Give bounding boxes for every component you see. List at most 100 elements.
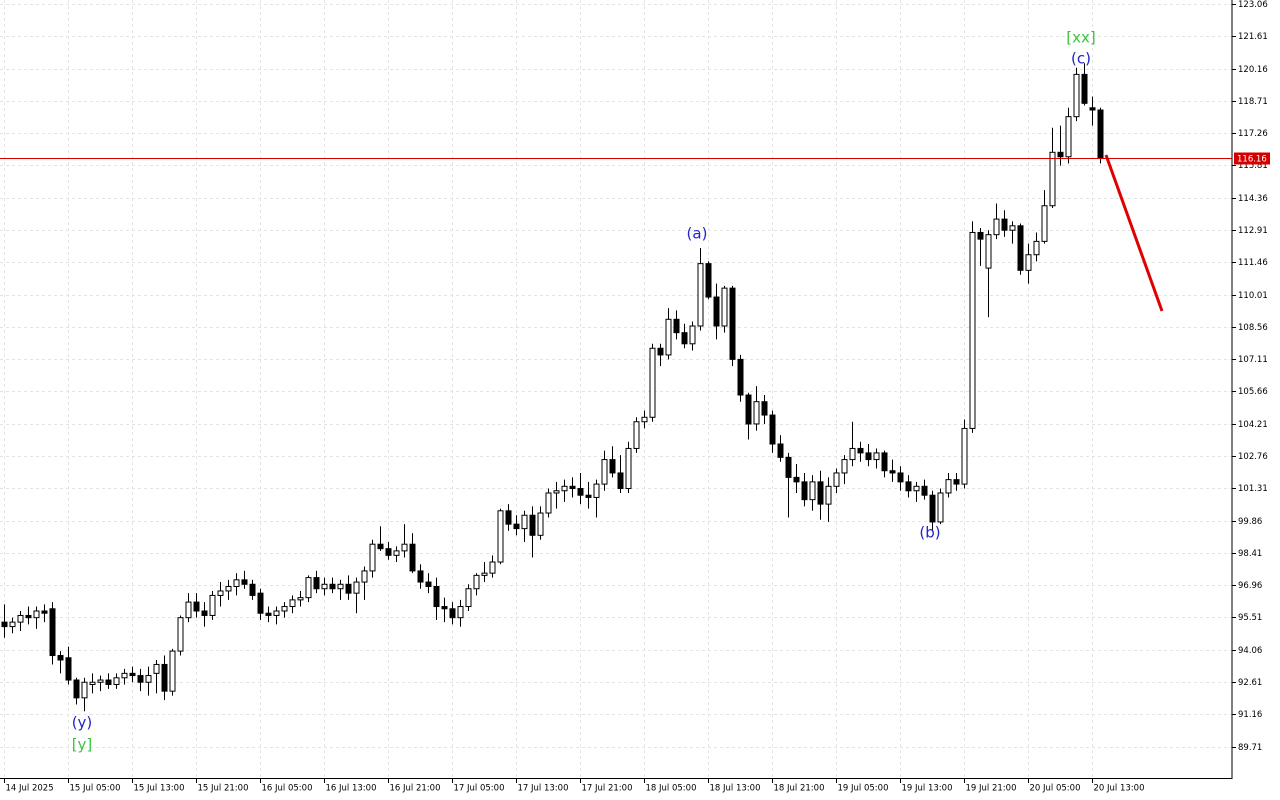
wave-label: (c): [1071, 50, 1091, 68]
candle-body: [697, 263, 704, 327]
candle-body: [409, 543, 416, 572]
candle-body: [121, 672, 128, 679]
candle-body: [473, 574, 480, 590]
candle-body: [81, 681, 88, 699]
candle-body: [297, 597, 304, 601]
x-tick-label: 19 Jul 05:00: [838, 784, 889, 794]
candle-body: [881, 452, 888, 472]
x-tick-label: 16 Jul 13:00: [326, 784, 377, 794]
candle-body: [353, 581, 360, 594]
candle-body: [641, 416, 648, 423]
candle-body: [777, 443, 784, 458]
y-tick-label: 95.51: [1238, 613, 1262, 623]
candle-body: [721, 287, 728, 327]
candle-body: [281, 606, 288, 612]
y-tick-label: 111.46: [1238, 258, 1268, 268]
wave-label: (a): [687, 225, 708, 243]
candle-body: [393, 550, 400, 556]
current-price-box: [1234, 152, 1270, 165]
y-tick-label: 99.86: [1238, 517, 1262, 527]
x-tick-label: 16 Jul 21:00: [390, 784, 441, 794]
candle-body: [481, 572, 488, 576]
candle-body: [929, 494, 936, 523]
x-tick-label: 17 Jul 13:00: [518, 784, 569, 794]
candle-body: [681, 332, 688, 345]
candle-body: [801, 481, 808, 501]
y-tick-label: 107.11: [1238, 355, 1268, 365]
wave-label: [xx]: [1066, 29, 1095, 47]
candle-body: [809, 481, 816, 501]
candle-body: [161, 663, 168, 692]
candle-body: [1025, 254, 1032, 271]
forecast-arrow: [1104, 154, 1164, 312]
y-tick-label: 121.61: [1238, 32, 1268, 42]
candle-body: [577, 488, 584, 496]
candle-body: [9, 621, 16, 628]
candle-body: [1001, 218, 1008, 231]
candle-body: [321, 583, 328, 590]
candle-body: [593, 483, 600, 498]
candle-body: [1017, 225, 1024, 271]
y-tick-label: 91.16: [1238, 710, 1262, 720]
candle-body: [1073, 73, 1080, 118]
candle-body: [1097, 109, 1104, 159]
x-tick-label: 18 Jul 21:00: [774, 784, 825, 794]
candle-body: [137, 675, 144, 683]
candle-body: [209, 594, 216, 616]
candle-body: [169, 650, 176, 692]
candle-body: [841, 459, 848, 474]
candle-body: [561, 485, 568, 492]
y-tick-label: 120.16: [1238, 65, 1268, 75]
candle-body: [889, 470, 896, 474]
candle-body: [617, 472, 624, 490]
candle-body: [745, 394, 752, 425]
candle-body: [737, 358, 744, 396]
candle-body: [17, 614, 24, 623]
candle-body: [865, 452, 872, 461]
candle-body: [449, 608, 456, 619]
candle-body: [489, 561, 496, 574]
wave-label: [y]: [72, 736, 93, 754]
x-tick-label: 20 Jul 13:00: [1094, 784, 1145, 794]
candle-body: [417, 570, 424, 583]
candle-body: [1081, 73, 1088, 104]
candle-body: [985, 234, 992, 269]
candle-body: [177, 617, 184, 652]
candle-body: [521, 514, 528, 530]
candle-body: [225, 586, 232, 592]
candle-body: [49, 608, 56, 657]
candle-body: [249, 583, 256, 596]
candle-body: [545, 492, 552, 514]
candle-body: [1041, 205, 1048, 242]
candle-body: [833, 472, 840, 487]
candle-body: [97, 679, 104, 683]
candle-body: [673, 318, 680, 334]
x-tick-label: 15 Jul 13:00: [134, 784, 185, 794]
candle-body: [657, 347, 664, 356]
candle-body: [633, 421, 640, 449]
candle-body: [233, 579, 240, 588]
candle-body: [185, 601, 192, 619]
candle-body: [785, 456, 792, 478]
x-tick-label: 19 Jul 13:00: [902, 784, 953, 794]
candle-body: [969, 231, 976, 429]
x-tick-label: 19 Jul 21:00: [966, 784, 1017, 794]
y-tick-label: 94.06: [1238, 646, 1262, 656]
candle-body: [977, 231, 984, 240]
candle-body: [1033, 240, 1040, 256]
candle-body: [441, 606, 448, 610]
candle-body: [649, 347, 656, 418]
candle-body: [817, 481, 824, 505]
candle-body: [705, 263, 712, 298]
candle-body: [329, 583, 336, 590]
y-tick-label: 89.71: [1238, 743, 1262, 753]
candle-body: [825, 485, 832, 505]
candle-body: [1057, 151, 1064, 158]
x-tick-label: 15 Jul 21:00: [198, 784, 249, 794]
y-tick-label: 101.31: [1238, 484, 1268, 494]
y-tick-label: 117.26: [1238, 129, 1268, 139]
candle-body: [425, 581, 432, 588]
candle-body: [665, 318, 672, 356]
candle-body: [65, 657, 72, 681]
